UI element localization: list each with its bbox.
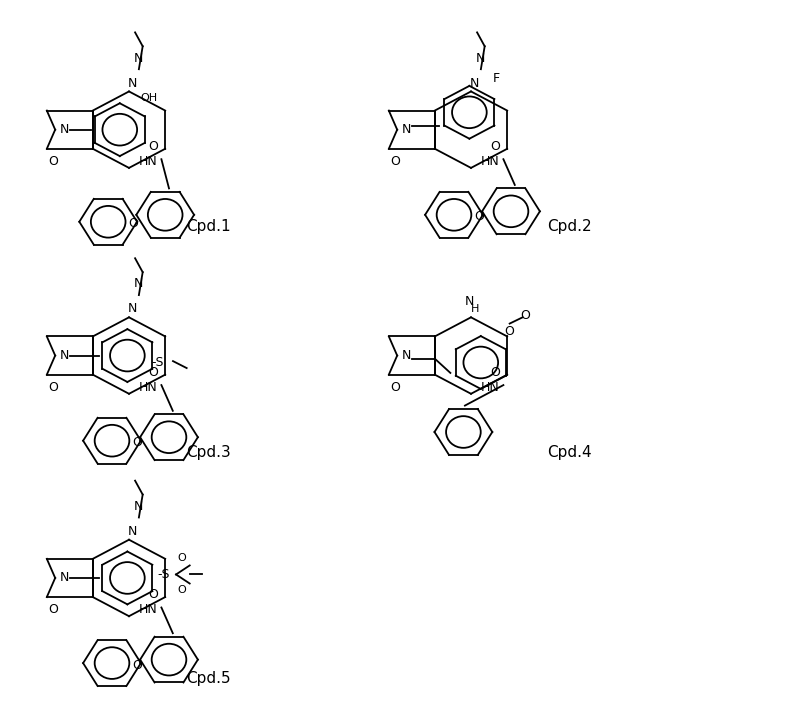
Text: O: O — [148, 366, 158, 379]
Text: N: N — [401, 123, 411, 136]
Text: HN: HN — [481, 155, 500, 167]
Text: H: H — [471, 304, 479, 314]
Text: Cpd.4: Cpd.4 — [547, 445, 592, 460]
Text: HN: HN — [139, 155, 158, 167]
Text: N: N — [134, 51, 144, 65]
Text: O: O — [132, 659, 142, 671]
Text: N: N — [134, 278, 144, 291]
Text: Cpd.5: Cpd.5 — [186, 671, 231, 687]
Text: N: N — [134, 500, 144, 513]
Text: O: O — [474, 210, 484, 223]
Text: O: O — [505, 325, 514, 338]
Text: O: O — [48, 155, 58, 167]
Text: Cpd.2: Cpd.2 — [547, 220, 592, 234]
Text: O: O — [128, 217, 138, 230]
Text: O: O — [490, 366, 500, 379]
Text: N: N — [465, 295, 474, 308]
Text: HN: HN — [139, 603, 158, 616]
Text: Cpd.1: Cpd.1 — [186, 220, 231, 234]
Text: O: O — [48, 603, 58, 616]
Text: N: N — [59, 571, 69, 584]
Text: N: N — [401, 349, 411, 362]
Text: HN: HN — [481, 381, 500, 394]
Text: O: O — [178, 586, 186, 595]
Text: O: O — [48, 381, 58, 394]
Text: O: O — [520, 309, 530, 322]
Text: O: O — [390, 381, 400, 394]
Text: N: N — [128, 525, 137, 538]
Text: O: O — [148, 589, 158, 602]
Text: N: N — [470, 77, 480, 90]
Text: HN: HN — [139, 381, 158, 394]
Text: N: N — [128, 302, 137, 315]
Text: -S: -S — [158, 568, 170, 581]
Text: O: O — [390, 155, 400, 167]
Text: OH: OH — [140, 94, 157, 104]
Text: -S: -S — [152, 356, 164, 369]
Text: Cpd.3: Cpd.3 — [186, 445, 231, 460]
Text: O: O — [490, 140, 500, 153]
Text: N: N — [128, 77, 137, 90]
Text: N: N — [59, 349, 69, 362]
Text: O: O — [132, 436, 142, 450]
Text: N: N — [476, 51, 486, 65]
Text: N: N — [59, 123, 69, 136]
Text: O: O — [178, 553, 186, 563]
Text: O: O — [148, 140, 158, 153]
Text: F: F — [492, 72, 499, 86]
